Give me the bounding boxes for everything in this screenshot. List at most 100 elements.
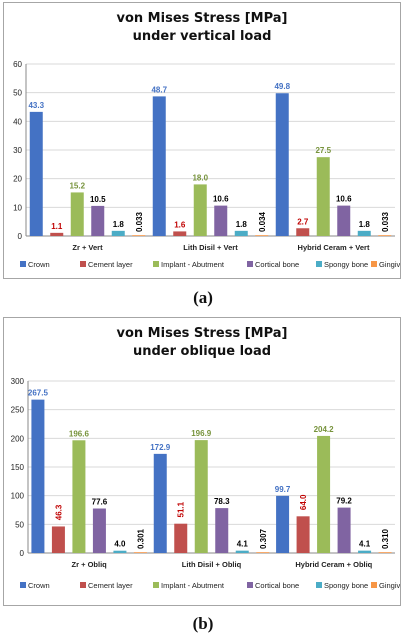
data-label: 1.1 [51,222,63,231]
legend-entry: Implant - Abutment [161,581,225,590]
bar [72,440,86,553]
legend-swatch [80,261,86,267]
bar [152,96,166,236]
data-label: 0.301 [136,528,145,549]
bar [194,440,208,553]
category-label: Zr + Vert [72,243,103,252]
legend-entry: Crown [28,260,50,269]
data-label: 4.1 [359,540,371,549]
data-label: 48.7 [151,85,167,94]
legend-swatch [247,582,253,588]
data-label: 204.2 [314,425,335,434]
data-label: 10.6 [336,195,352,204]
data-label: 51.1 [177,501,186,517]
bar [296,516,310,553]
data-label: 1.8 [113,220,125,229]
y-tick-label: 0 [18,232,23,241]
data-label: 27.5 [315,146,331,155]
bar [276,495,290,553]
legend-entry: Spongy bone [324,260,368,269]
bar [235,550,249,553]
data-label: 0.310 [381,528,390,549]
y-tick-label: 200 [11,434,25,443]
legend-swatch [20,261,26,267]
data-label: 2.7 [297,217,309,226]
y-tick-label: 40 [13,117,22,126]
y-tick-label: 300 [11,377,25,386]
data-label: 77.6 [92,498,108,507]
bar [256,552,270,553]
bar [193,184,207,236]
legend-swatch [316,582,322,588]
legend-swatch [371,582,377,588]
chart-oblique-load: von Mises Stress [MPa] under oblique load… [11,326,400,590]
legend-entry: Gingiva [379,581,400,590]
data-label: 196.6 [69,429,90,438]
legend-entry: Gingiva [379,260,400,269]
legend-swatch [80,582,86,588]
bar [316,157,330,236]
legend-entry: Cement layer [88,581,133,590]
data-label: 49.8 [274,82,290,91]
bar [51,526,65,553]
data-label: 0.033 [381,211,390,232]
legend-entry: Spongy bone [324,581,368,590]
legend-swatch [371,261,377,267]
data-label: 0.307 [259,528,268,549]
bar [29,111,43,236]
data-label: 196.9 [191,429,212,438]
data-label: 1.8 [236,220,248,229]
data-label: 64.0 [299,494,308,510]
chart-subtitle: under oblique load [133,344,271,359]
category-label: Zr + Obliq [72,560,108,569]
data-label: 46.3 [54,504,63,520]
data-label: 1.6 [174,220,186,229]
bar [70,192,84,236]
y-tick-label: 50 [15,520,24,529]
bar [337,507,351,553]
data-label: 10.5 [90,195,106,204]
legend-entry: Implant - Abutment [161,260,225,269]
y-tick-label: 60 [13,60,22,69]
y-tick-label: 50 [13,89,22,98]
category-label: Hybrid Ceram + Obliq [295,560,372,569]
data-label: 15.2 [69,181,85,190]
bar [337,205,351,236]
chart-subtitle: under vertical load [133,29,272,44]
legend-swatch [316,261,322,267]
chart-vertical-load: von Mises Stress [MPa] under vertical loa… [13,11,400,269]
bar [357,230,371,236]
bar [174,523,188,553]
data-label: 10.6 [213,195,229,204]
y-tick-label: 150 [11,463,25,472]
y-tick-label: 0 [20,549,25,558]
y-tick-label: 10 [13,203,22,212]
bar [296,228,310,236]
bar [50,232,64,236]
legend-entry: Cement layer [88,260,133,269]
chart-title: von Mises Stress [MPa] [117,326,288,341]
chart-panel-oblique: von Mises Stress [MPa] under oblique load… [3,317,401,606]
data-label: 267.5 [28,389,49,398]
data-label: 18.0 [192,173,208,182]
data-label: 4.0 [114,540,126,549]
figure-label-a: (a) [193,288,213,307]
bar [31,399,45,553]
legend-entry: Cortical bone [255,260,299,269]
bar [111,230,125,236]
bar [358,550,372,553]
category-label: Lith Disil + Obliq [182,560,242,569]
bar [132,235,146,236]
data-label: 1.8 [359,220,371,229]
data-label: 78.3 [214,497,230,506]
y-tick-label: 30 [13,146,22,155]
legend-entry: Crown [28,581,50,590]
data-label: 99.7 [275,485,291,494]
data-label: 79.2 [336,497,352,506]
y-tick-label: 20 [13,175,22,184]
bar [317,435,331,553]
data-label: 0.033 [135,211,144,232]
data-label: 4.1 [237,540,249,549]
legend-swatch [20,582,26,588]
bar [378,235,392,236]
